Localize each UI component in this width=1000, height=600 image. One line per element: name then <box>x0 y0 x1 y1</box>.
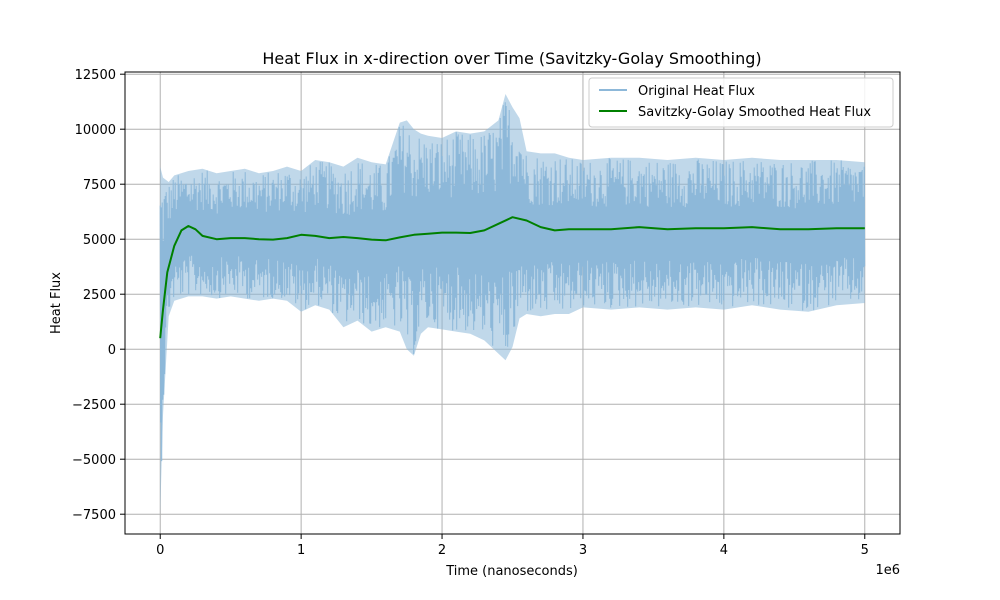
y-tick-label: 10000 <box>75 123 116 138</box>
x-axis-label: Time (nanoseconds) <box>445 564 578 579</box>
smoothed-series-line <box>159 216 865 339</box>
y-axis-label: Heat Flux <box>49 272 64 334</box>
x-tick-label: 1 <box>297 543 305 558</box>
y-tick-label: −7500 <box>72 508 116 523</box>
y-tick-label: 5000 <box>83 233 116 248</box>
legend: Original Heat Flux Savitzky-Golay Smooth… <box>588 77 894 128</box>
y-tick-label: −2500 <box>72 398 116 413</box>
chart-title: Heat Flux in x-direction over Time (Savi… <box>262 49 761 68</box>
y-tick-label: 12500 <box>75 68 116 83</box>
x-tick-label: 3 <box>579 543 587 558</box>
x-tick-label: 0 <box>156 543 164 558</box>
x-tick-label: 5 <box>861 543 869 558</box>
y-tick-label: 7500 <box>83 178 116 193</box>
x-tick-label: 4 <box>720 543 728 558</box>
legend-box <box>588 77 894 128</box>
x-tick-label: 2 <box>438 543 446 558</box>
legend-label-original: Original Heat Flux <box>638 84 755 99</box>
x-offset-label: 1e6 <box>875 563 900 578</box>
y-tick-label: 2500 <box>83 288 116 303</box>
smoothed-series-layer <box>159 216 865 339</box>
axes-frame <box>124 71 901 535</box>
original-series-line <box>159 102 866 462</box>
y-tick-label: −5000 <box>72 453 116 468</box>
original-series-layer <box>159 94 866 515</box>
axis-ticks: 0 1 2 3 4 5 −7500 −5000 −2500 0 2500 5000 7500 10000 1… <box>72 68 869 558</box>
y-tick-label: 0 <box>108 343 116 358</box>
legend-label-smoothed: Savitzky-Golay Smoothed Heat Flux <box>638 105 871 120</box>
